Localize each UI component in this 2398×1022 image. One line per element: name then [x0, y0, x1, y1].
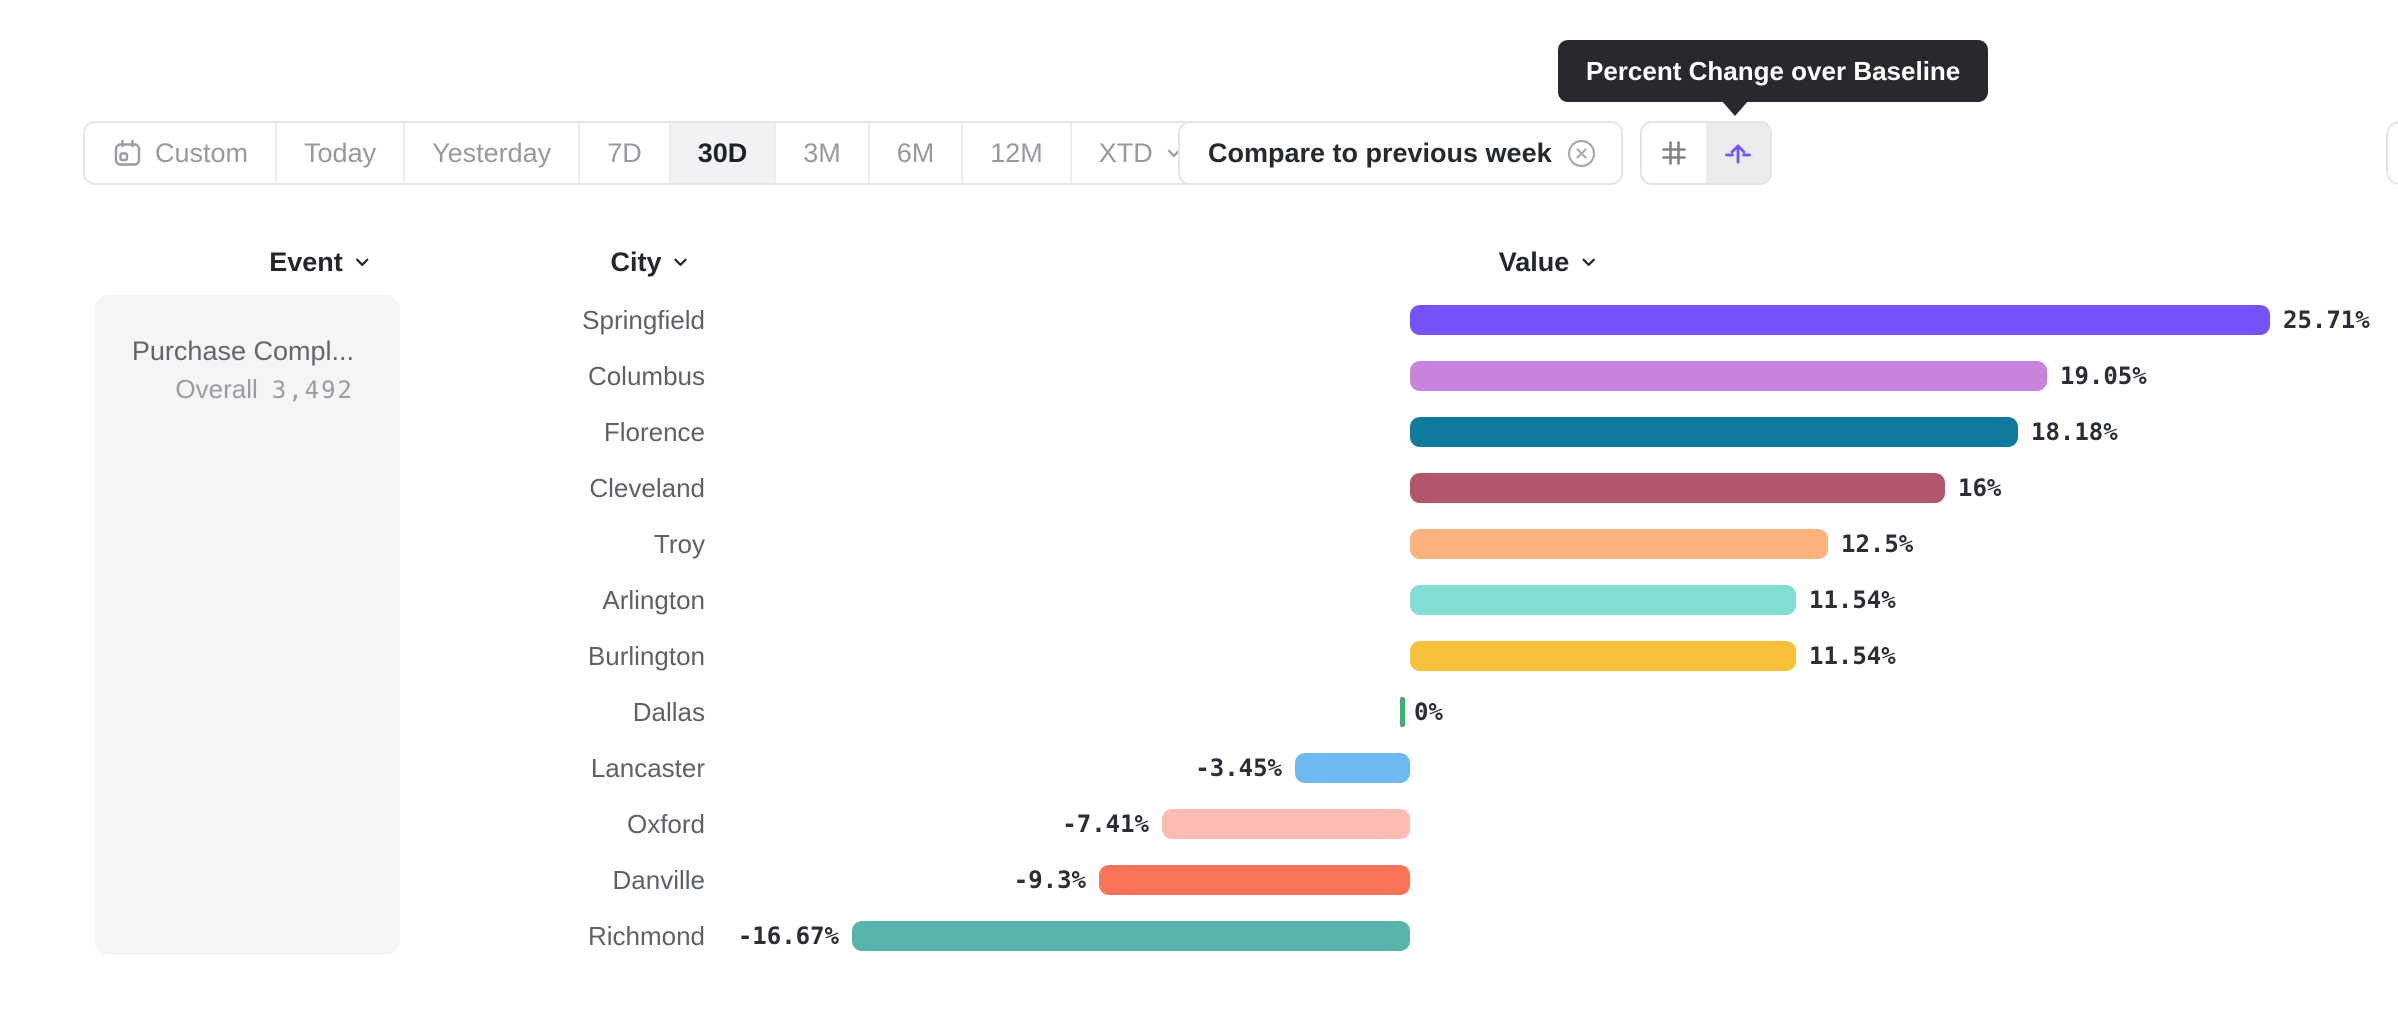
value-label: 0%	[1414, 698, 1443, 726]
range-7d[interactable]: 7D	[578, 123, 669, 183]
city-column-header[interactable]: City	[610, 246, 689, 278]
city-column-label: City	[610, 246, 662, 277]
range-label: 30D	[697, 137, 748, 168]
city-label: Dallas	[632, 697, 705, 727]
chevron-down-icon	[674, 258, 687, 266]
range-30d[interactable]: 30D	[668, 123, 775, 183]
baseline-view-button[interactable]	[1706, 123, 1770, 183]
range-label: Today	[304, 137, 377, 168]
city-label: Oxford	[626, 809, 705, 839]
tooltip-caret	[1721, 100, 1749, 116]
chart-row-dallas: Dallas 0%	[0, 684, 2398, 740]
table-view-button[interactable]	[1642, 123, 1706, 183]
chart-row-columbus: Columbus 19.05%	[0, 348, 2398, 404]
city-label: Danville	[612, 865, 706, 895]
city-label: Florence	[603, 417, 705, 447]
range-label: Custom	[155, 137, 249, 168]
city-label: Richmond	[587, 921, 705, 951]
chart-row-springfield: Springfield 25.71%	[0, 292, 2398, 348]
event-overall: Overall 3,492	[95, 373, 354, 406]
chevron-down-icon	[355, 258, 368, 266]
city-label: Cleveland	[589, 473, 705, 503]
city-label: Burlington	[587, 641, 705, 671]
chart-row-lancaster: Lancaster -3.45%	[0, 740, 2398, 796]
value-bar[interactable]	[1410, 361, 2047, 391]
baseline-arrow-icon	[1723, 138, 1753, 168]
range-12m[interactable]: 12M	[961, 123, 1070, 183]
event-column-label: Event	[269, 246, 343, 277]
value-bar[interactable]	[852, 921, 1410, 951]
event-panel[interactable]: Purchase Compl... Overall 3,492	[95, 295, 400, 955]
chart-row-troy: Troy 12.5%	[0, 516, 2398, 572]
value-label: 16%	[1958, 474, 2002, 502]
remove-compare-icon[interactable]	[1566, 138, 1597, 169]
range-3m[interactable]: 3M	[774, 123, 868, 183]
range-label: 12M	[990, 137, 1043, 168]
range-label: Yesterday	[432, 137, 552, 168]
chart-row-cleveland: Cleveland 16%	[0, 460, 2398, 516]
event-overall-label: Overall	[175, 374, 258, 404]
compare-chip[interactable]: Compare to previous week	[1178, 121, 1623, 185]
tooltip: Percent Change over Baseline	[1558, 40, 1989, 102]
tooltip-text: Percent Change over Baseline	[1586, 55, 1961, 86]
range-today[interactable]: Today	[275, 123, 403, 183]
chart-row-richmond: Richmond -16.67%	[0, 908, 2398, 964]
range-custom[interactable]: Custom	[85, 123, 275, 183]
value-label: -3.45%	[1195, 754, 1282, 782]
clipped-edge-button[interactable]	[2386, 121, 2398, 185]
value-label: 12.5%	[1841, 530, 1914, 558]
compare-chip-label: Compare to previous week	[1208, 137, 1552, 168]
chevron-down-icon	[1582, 258, 1595, 266]
value-bar[interactable]	[1410, 417, 2018, 447]
value-bar[interactable]	[1410, 585, 1796, 615]
chart-row-florence: Florence 18.18%	[0, 404, 2398, 460]
chevron-down-icon	[1165, 144, 1183, 162]
view-toggle	[1640, 121, 1772, 185]
value-column-label: Value	[1498, 246, 1570, 277]
event-column-header[interactable]: Event	[269, 246, 371, 278]
value-label: -7.41%	[1062, 810, 1149, 838]
chevron-down-icon	[1167, 149, 1180, 157]
city-label: Lancaster	[590, 753, 705, 783]
chart-row-danville: Danville -9.3%	[0, 852, 2398, 908]
calendar-icon	[112, 138, 143, 169]
chart-row-oxford: Oxford -7.41%	[0, 796, 2398, 852]
city-label: Arlington	[602, 585, 705, 615]
event-name: Purchase Compl...	[131, 336, 354, 366]
range-label: 6M	[896, 137, 935, 168]
event-overall-value: 3,492	[271, 376, 354, 404]
value-bar[interactable]	[1410, 529, 1828, 559]
value-label: 19.05%	[2060, 362, 2147, 390]
chart-row-burlington: Burlington 11.54%	[0, 628, 2398, 684]
range-xtd[interactable]: XTD	[1069, 123, 1210, 183]
value-label: 18.18%	[2031, 418, 2118, 446]
range-yesterday[interactable]: Yesterday	[403, 123, 578, 183]
city-label: Columbus	[587, 361, 705, 391]
value-label: 11.54%	[1809, 642, 1896, 670]
value-label: -16.67%	[737, 922, 839, 950]
range-label: 3M	[803, 137, 841, 168]
city-label: Troy	[653, 529, 705, 559]
value-label: 11.54%	[1809, 586, 1896, 614]
range-6m[interactable]: 6M	[867, 123, 962, 183]
value-label: 25.71%	[2283, 306, 2370, 334]
value-bar[interactable]	[1410, 641, 1796, 671]
value-bar[interactable]	[1099, 865, 1410, 895]
value-label: -9.3%	[1013, 866, 1086, 894]
city-label: Springfield	[582, 305, 705, 335]
range-label: XTD	[1098, 137, 1153, 168]
value-bar[interactable]	[1162, 809, 1410, 839]
grid-hash-icon	[1659, 138, 1689, 168]
chart-row-arlington: Arlington 11.54%	[0, 572, 2398, 628]
value-bar[interactable]	[1295, 753, 1410, 783]
value-bar[interactable]	[1400, 697, 1405, 727]
value-bar[interactable]	[1410, 473, 1945, 503]
value-column-header[interactable]: Value	[1499, 246, 1598, 278]
date-range-control: Custom Today Yesterday 7D 30D 3M 6M 12M XTD	[83, 121, 1212, 185]
range-label: 7D	[607, 137, 642, 168]
value-bar[interactable]	[1410, 305, 2270, 335]
